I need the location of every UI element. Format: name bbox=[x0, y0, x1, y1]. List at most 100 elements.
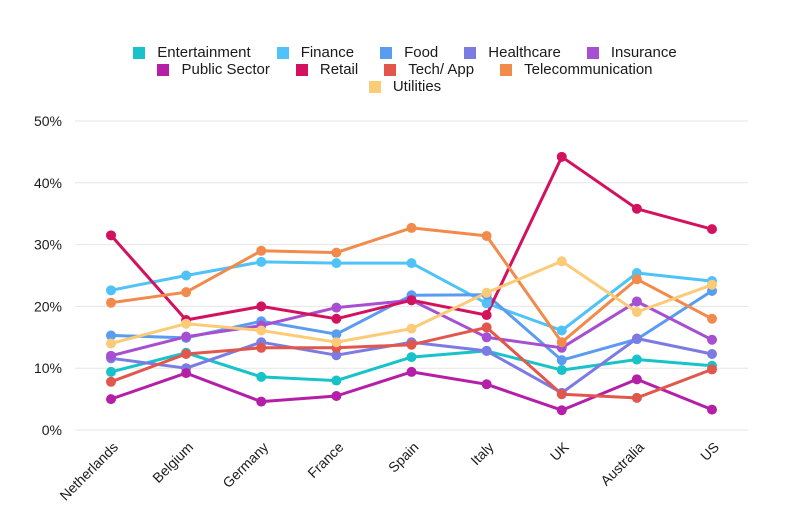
data-point[interactable] bbox=[556, 389, 567, 400]
data-point[interactable] bbox=[256, 396, 267, 407]
data-point[interactable] bbox=[181, 331, 192, 342]
data-point[interactable] bbox=[556, 365, 567, 376]
x-tick-label: Spain bbox=[385, 439, 422, 476]
legend-item-retail[interactable]: Retail bbox=[295, 61, 358, 78]
legend-swatch bbox=[464, 46, 477, 59]
data-point[interactable] bbox=[707, 334, 717, 345]
legend-item-public-sector[interactable]: Public Sector bbox=[157, 61, 270, 78]
data-point[interactable] bbox=[406, 295, 417, 306]
y-tick-label: 0% bbox=[42, 422, 62, 438]
data-point[interactable] bbox=[707, 279, 717, 290]
legend-item-finance[interactable]: Finance bbox=[276, 44, 355, 61]
data-point[interactable] bbox=[331, 391, 342, 402]
data-point[interactable] bbox=[181, 318, 192, 329]
data-point[interactable] bbox=[331, 302, 342, 313]
data-point[interactable] bbox=[481, 322, 492, 333]
data-point[interactable] bbox=[181, 287, 192, 298]
data-point[interactable] bbox=[556, 337, 567, 348]
y-tick-label: 50% bbox=[34, 113, 62, 129]
data-point[interactable] bbox=[106, 376, 116, 387]
x-tick-label: US bbox=[697, 439, 722, 464]
data-point[interactable] bbox=[331, 337, 342, 348]
legend-item-food[interactable]: Food bbox=[380, 44, 438, 61]
legend-label: Public Sector bbox=[181, 61, 270, 78]
data-point[interactable] bbox=[256, 342, 267, 353]
data-point[interactable] bbox=[106, 330, 116, 341]
data-point[interactable] bbox=[481, 287, 492, 298]
data-point[interactable] bbox=[406, 339, 417, 350]
legend-swatch bbox=[133, 46, 146, 59]
x-tick-label: Italy bbox=[467, 439, 496, 468]
data-point[interactable] bbox=[631, 274, 642, 285]
data-point[interactable] bbox=[556, 256, 567, 267]
data-point[interactable] bbox=[106, 230, 116, 241]
x-tick-label: Germany bbox=[219, 439, 271, 491]
data-point[interactable] bbox=[331, 247, 342, 258]
series-line bbox=[109, 370, 714, 412]
data-point[interactable] bbox=[556, 355, 567, 366]
data-point[interactable] bbox=[481, 298, 492, 309]
legend-item-telecommunication[interactable]: Telecommunication bbox=[500, 61, 653, 78]
data-point[interactable] bbox=[181, 348, 192, 359]
data-point[interactable] bbox=[556, 325, 567, 336]
data-point[interactable] bbox=[256, 301, 267, 312]
data-point[interactable] bbox=[331, 350, 342, 361]
data-point[interactable] bbox=[631, 374, 642, 385]
legend-item-utilities[interactable]: Utilities bbox=[368, 78, 441, 95]
data-point[interactable] bbox=[556, 405, 567, 416]
legend-item-insurance[interactable]: Insurance bbox=[586, 44, 677, 61]
data-point[interactable] bbox=[631, 354, 642, 365]
data-point[interactable] bbox=[106, 297, 116, 308]
data-point[interactable] bbox=[481, 345, 492, 356]
x-tick-label: France bbox=[304, 439, 346, 481]
data-point[interactable] bbox=[481, 379, 492, 390]
data-point[interactable] bbox=[256, 256, 267, 267]
data-point[interactable] bbox=[331, 313, 342, 324]
data-point[interactable] bbox=[481, 230, 492, 241]
data-point[interactable] bbox=[256, 245, 267, 256]
legend: Entertainment Finance Food Healthcare In… bbox=[60, 44, 750, 95]
data-point[interactable] bbox=[481, 332, 492, 343]
series-points bbox=[106, 151, 717, 416]
data-point[interactable] bbox=[707, 348, 717, 359]
data-point[interactable] bbox=[331, 375, 342, 386]
data-point[interactable] bbox=[106, 338, 116, 349]
data-point[interactable] bbox=[406, 258, 417, 269]
data-point[interactable] bbox=[406, 352, 417, 363]
data-point[interactable] bbox=[106, 366, 116, 377]
x-tick-labels: Netherlands Belgium Germany France Spain Ital… bbox=[56, 438, 722, 503]
data-point[interactable] bbox=[256, 371, 267, 382]
legend-item-healthcare[interactable]: Healthcare bbox=[464, 44, 561, 61]
data-point[interactable] bbox=[707, 313, 717, 324]
data-point[interactable] bbox=[256, 325, 267, 336]
data-point[interactable] bbox=[631, 333, 642, 344]
legend-item-tech-app[interactable]: Tech/ App bbox=[384, 61, 474, 78]
data-point[interactable] bbox=[556, 151, 567, 162]
data-point[interactable] bbox=[181, 368, 192, 379]
data-point[interactable] bbox=[331, 329, 342, 340]
legend-item-entertainment[interactable]: Entertainment bbox=[133, 44, 251, 61]
data-point[interactable] bbox=[406, 323, 417, 334]
y-tick-label: 20% bbox=[34, 298, 62, 314]
data-point[interactable] bbox=[707, 224, 717, 235]
data-point[interactable] bbox=[631, 296, 642, 307]
data-point[interactable] bbox=[181, 270, 192, 281]
data-point[interactable] bbox=[406, 222, 417, 233]
data-point[interactable] bbox=[631, 392, 642, 403]
data-point[interactable] bbox=[481, 310, 492, 321]
data-point[interactable] bbox=[331, 258, 342, 269]
legend-swatch bbox=[500, 63, 513, 76]
legend-label: Healthcare bbox=[488, 44, 561, 61]
data-point[interactable] bbox=[707, 364, 717, 375]
legend-swatch bbox=[157, 63, 170, 76]
data-point[interactable] bbox=[707, 404, 717, 415]
legend-label: Finance bbox=[300, 44, 355, 61]
data-point[interactable] bbox=[406, 366, 417, 377]
x-tick-label: UK bbox=[547, 438, 573, 464]
data-point[interactable] bbox=[106, 285, 116, 296]
data-point[interactable] bbox=[631, 203, 642, 214]
data-point[interactable] bbox=[106, 350, 116, 361]
data-point[interactable] bbox=[631, 306, 642, 317]
data-point[interactable] bbox=[106, 394, 116, 405]
